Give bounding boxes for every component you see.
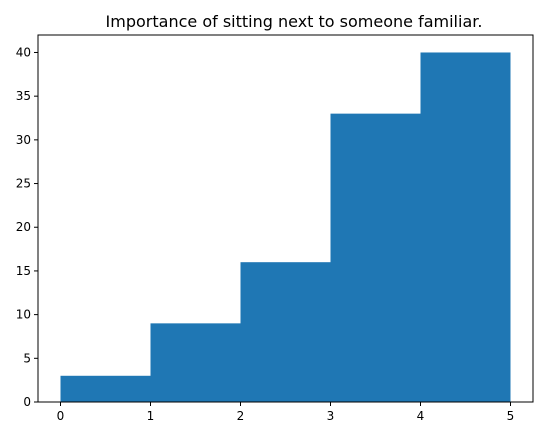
x-tick-label-2: 2 (237, 409, 245, 423)
y-tick-label-8: 40 (16, 45, 31, 59)
y-tick-label-2: 10 (16, 308, 31, 322)
plot-frame (37, 34, 534, 403)
y-tick-label-1: 5 (23, 351, 31, 365)
x-tick-label-0: 0 (57, 409, 65, 423)
y-tick-label-6: 30 (16, 133, 31, 147)
y-tick-label-5: 25 (16, 177, 31, 191)
y-tick-label-3: 15 (16, 264, 31, 278)
x-axis-ticks: 0 1 2 3 4 5 (57, 402, 515, 423)
histogram-bar-0 (60, 375, 151, 402)
x-tick-label-4: 4 (417, 409, 425, 423)
x-tick-label-5: 5 (507, 409, 515, 423)
histogram-bar-4 (420, 52, 511, 402)
histogram-bar-3 (330, 113, 421, 403)
y-tick-label-0: 0 (23, 395, 31, 409)
y-axis-ticks: 0 5 10 15 20 25 30 35 40 (16, 45, 38, 409)
bars-group (60, 52, 511, 403)
y-tick-label-4: 20 (16, 220, 31, 234)
x-tick-label-3: 3 (327, 409, 335, 423)
histogram-bar-1 (150, 323, 241, 402)
histogram-bar-2 (240, 262, 331, 402)
chart-title: Importance of sitting next to someone fa… (106, 12, 483, 31)
y-tick-label-7: 35 (16, 89, 31, 103)
x-tick-label-1: 1 (147, 409, 155, 423)
